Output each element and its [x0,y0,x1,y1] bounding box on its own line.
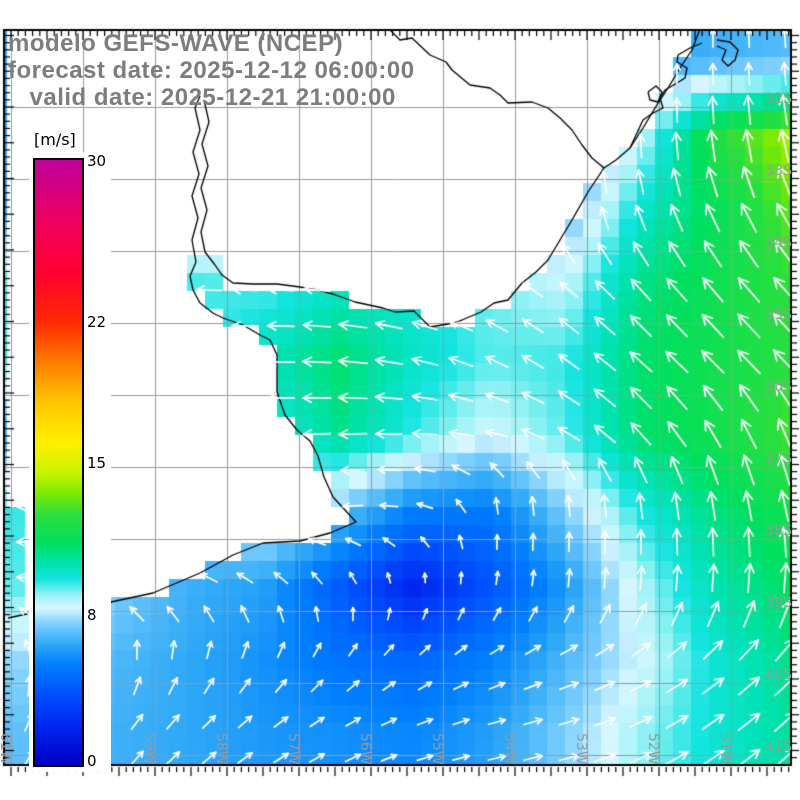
lon-label: 52W [645,733,661,765]
colorbar-tick-label: 15 [87,454,107,472]
colorbar-tick-label: 22 [87,313,107,331]
lon-label: 53W [573,733,589,765]
model-title: modelo GEFS-WAVE (NCEP) [8,30,344,57]
lon-label: 56W [357,733,373,765]
colorbar-unit-label: [m/s] [30,129,80,150]
lon-label: 55W [429,733,445,765]
colorbar-tick-label: 8 [87,606,97,624]
lat-label: 34S [765,235,792,251]
lon-label: 61W [0,733,13,765]
colorbar-tick-label: 30 [87,152,107,170]
lon-label: 51W [717,733,733,765]
forecast-date-line: forecast date: 2025-12-12 06:00:00 [8,57,415,84]
colorbar-tick-label: 0 [87,752,97,770]
lat-label: 39S [765,595,792,611]
lat-label: 35S [765,307,792,323]
valid-date-line: valid date: 2025-12-21 21:00:00 [8,84,396,111]
lat-label: 41S [765,739,792,755]
lat-label: 38S [765,523,792,539]
lon-label: 54W [501,733,517,765]
lon-label: 59W [141,733,157,765]
lon-label: 57W [285,733,301,765]
colorbar-gradient [30,155,87,770]
lat-label: 37S [765,451,792,467]
lat-label: 40S [765,667,792,683]
lat-label: 32S [765,91,792,107]
lat-label: 36S [765,379,792,395]
lon-label: 58W [213,733,229,765]
lat-label: 33S [765,163,792,179]
